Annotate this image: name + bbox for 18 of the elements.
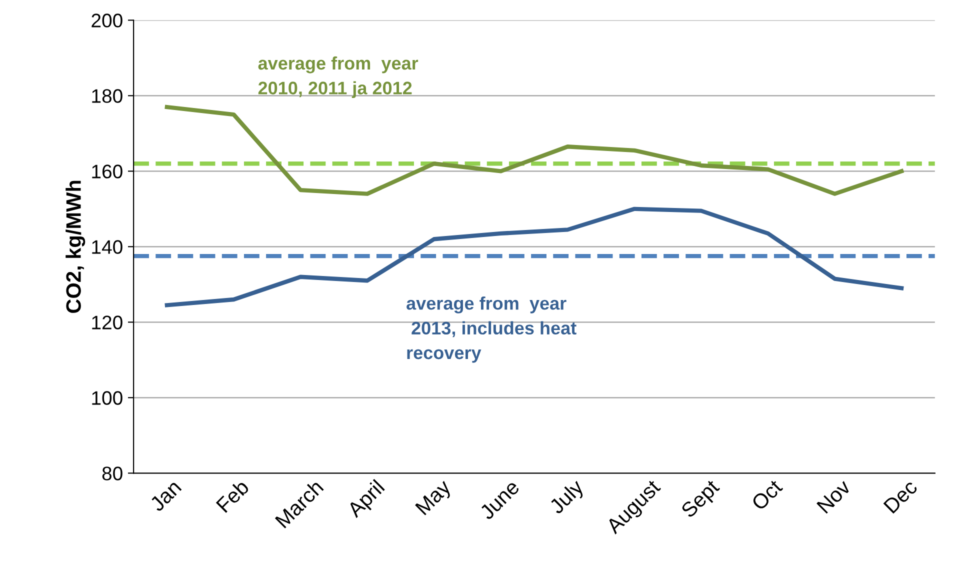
- x-tick-label: Jan: [148, 479, 182, 512]
- series-label: average from year 2010, 2011 ja 2012: [258, 56, 418, 98]
- series-label: average from year 2013, includes heat recovery: [406, 296, 576, 363]
- y-tick-label: 100: [92, 391, 122, 405]
- x-tick-label: Nov: [816, 478, 852, 514]
- x-tick-label: July: [548, 478, 588, 518]
- y-tick-label: 140: [92, 240, 122, 254]
- y-tick-label: 160: [92, 164, 122, 178]
- x-tick-label: Dec: [883, 478, 918, 514]
- y-tick-label: 80: [102, 466, 122, 480]
- y-tick-label: 120: [92, 316, 122, 330]
- y-tick-label: 180: [92, 89, 122, 103]
- y-tick-label: 200: [92, 14, 122, 28]
- line-series: [164, 104, 904, 196]
- x-tick-label: Feb: [215, 478, 250, 513]
- y-axis-title: CO2, kg/MWh: [66, 180, 86, 313]
- x-tick-label: Oct: [750, 478, 784, 512]
- x-tick-label: May: [415, 478, 455, 518]
